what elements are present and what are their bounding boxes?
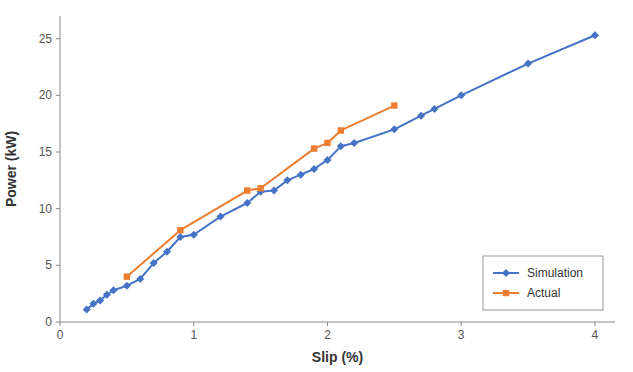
y-tick-label: 0 bbox=[45, 315, 52, 329]
point bbox=[176, 233, 184, 241]
point bbox=[163, 248, 171, 256]
point bbox=[124, 273, 130, 279]
y-tick-label: 25 bbox=[39, 32, 53, 46]
point bbox=[216, 213, 224, 221]
y-tick bbox=[56, 208, 60, 209]
x-tick bbox=[327, 322, 328, 326]
point bbox=[457, 91, 465, 99]
point bbox=[430, 105, 438, 113]
x-tick bbox=[461, 322, 462, 326]
point bbox=[83, 306, 91, 314]
x-tick bbox=[193, 322, 194, 326]
point bbox=[417, 112, 425, 120]
x-tick-label: 4 bbox=[592, 328, 599, 342]
y-tick bbox=[56, 95, 60, 96]
point bbox=[109, 286, 117, 294]
y-axis-line bbox=[60, 16, 61, 322]
x-tick-label: 0 bbox=[57, 328, 64, 342]
y-tick bbox=[56, 265, 60, 266]
x-tick-label: 2 bbox=[324, 328, 331, 342]
chart: 0 1 2 3 4 0 5 10 15 20 25 Slip (%) Power (kW) Simulat… bbox=[0, 0, 633, 372]
x-tick bbox=[60, 322, 61, 326]
point bbox=[390, 125, 398, 133]
point bbox=[310, 165, 318, 173]
y-tick-label: 20 bbox=[39, 88, 53, 102]
y-tick-label: 15 bbox=[39, 145, 53, 159]
point bbox=[150, 259, 158, 267]
y-tick bbox=[56, 152, 60, 153]
point bbox=[96, 296, 104, 304]
point bbox=[283, 176, 291, 184]
point bbox=[270, 187, 278, 195]
point bbox=[89, 300, 97, 308]
point bbox=[311, 145, 317, 151]
point bbox=[244, 187, 250, 193]
point bbox=[350, 139, 358, 147]
x-axis-line bbox=[60, 322, 615, 323]
plot-area bbox=[60, 16, 615, 322]
y-tick bbox=[56, 38, 60, 39]
legend-box bbox=[483, 256, 603, 310]
point bbox=[243, 199, 251, 207]
point bbox=[103, 291, 111, 299]
point bbox=[123, 282, 131, 290]
y-axis-label: Power (kW) bbox=[3, 131, 19, 207]
point bbox=[177, 227, 183, 233]
x-axis-label: Slip (%) bbox=[312, 349, 363, 365]
legend-marker bbox=[502, 269, 510, 277]
series-line bbox=[127, 106, 394, 277]
legend-label: Actual bbox=[527, 286, 560, 300]
legend-marker bbox=[503, 290, 509, 296]
legend: Simulation Actual bbox=[483, 256, 603, 310]
point bbox=[337, 142, 345, 150]
point bbox=[391, 102, 397, 108]
x-tick-label: 1 bbox=[190, 328, 197, 342]
x-tick-label: 3 bbox=[458, 328, 465, 342]
point bbox=[257, 185, 263, 191]
point bbox=[591, 31, 599, 39]
point bbox=[136, 275, 144, 283]
point bbox=[323, 156, 331, 164]
x-tick bbox=[594, 322, 595, 326]
point bbox=[297, 171, 305, 179]
y-tick-label: 10 bbox=[39, 202, 53, 216]
point bbox=[338, 127, 344, 133]
point bbox=[324, 140, 330, 146]
y-tick bbox=[56, 322, 60, 323]
legend-label: Simulation bbox=[527, 266, 583, 280]
point bbox=[524, 60, 532, 68]
point bbox=[190, 231, 198, 239]
y-tick-label: 5 bbox=[45, 258, 52, 272]
